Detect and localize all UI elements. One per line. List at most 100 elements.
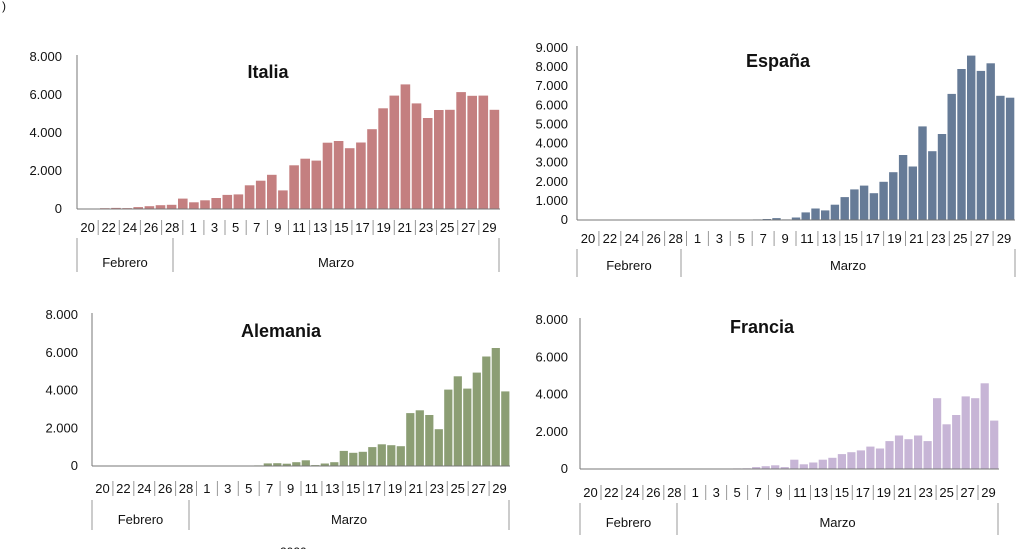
x-tick-label: 28: [667, 485, 681, 500]
y-tick-label: 2.000: [535, 174, 568, 189]
x-tick-label: 3: [713, 485, 720, 500]
bar: [942, 424, 951, 469]
bar: [894, 435, 904, 469]
bar: [233, 194, 244, 209]
x-tick-label: 20: [583, 485, 597, 500]
bar: [111, 207, 121, 209]
x-tick-label: 26: [646, 485, 660, 500]
x-tick-label: 5: [733, 485, 740, 500]
bar: [837, 454, 846, 469]
month-label-marzo: Marzo: [318, 255, 354, 270]
y-tick-label: 2.000: [29, 163, 62, 178]
bar: [178, 198, 188, 209]
x-tick-label: 13: [814, 485, 828, 500]
x-tick-label: 24: [625, 231, 639, 246]
x-tick-label: 17: [856, 485, 870, 500]
x-tick-label: 23: [918, 485, 932, 500]
x-tick-label: 25: [953, 231, 967, 246]
x-tick-label: 3: [716, 231, 723, 246]
x-tick-label: 17: [367, 481, 381, 496]
bar: [445, 109, 455, 209]
bar: [463, 388, 472, 466]
bottom-fragment: 2020: [280, 545, 307, 549]
bar: [933, 398, 942, 469]
top-fragment: ): [2, 0, 6, 13]
bar: [333, 141, 344, 209]
x-tick-label: 27: [461, 220, 475, 235]
bar: [200, 200, 210, 209]
bar: [879, 181, 888, 220]
bar: [263, 463, 272, 466]
bar: [368, 447, 377, 466]
x-tick-label: 24: [625, 485, 639, 500]
bar: [322, 142, 333, 209]
bar: [847, 452, 856, 469]
bar: [914, 435, 923, 469]
y-tick-label: 5.000: [535, 116, 568, 131]
bar: [840, 197, 849, 220]
bar: [801, 212, 810, 220]
chart-title: España: [746, 51, 811, 71]
bar: [400, 84, 411, 209]
month-label-marzo: Marzo: [819, 515, 855, 530]
x-tick-label: 17: [865, 231, 879, 246]
month-label-febrero: Febrero: [606, 258, 652, 273]
bar: [869, 193, 879, 220]
bar: [425, 415, 434, 466]
x-tick-label: 3: [211, 220, 218, 235]
y-tick-label: 2.000: [535, 424, 568, 439]
x-tick-label: 25: [440, 220, 454, 235]
x-tick-label: 26: [646, 231, 660, 246]
bar: [415, 410, 424, 466]
y-tick-label: 4.000: [535, 136, 568, 151]
bar: [222, 194, 233, 209]
bar: [830, 204, 840, 220]
bar: [980, 383, 989, 469]
x-tick-label: 11: [800, 231, 814, 246]
bar: [453, 376, 462, 466]
x-tick-label: 13: [313, 220, 327, 235]
bar: [349, 452, 358, 466]
bar: [489, 109, 500, 209]
x-tick-label: 24: [123, 220, 137, 235]
bar: [444, 389, 453, 466]
bar: [976, 70, 986, 221]
bar: [301, 460, 310, 466]
x-tick-label: 21: [409, 481, 423, 496]
x-tick-label: 20: [95, 481, 109, 496]
x-tick-label: 23: [430, 481, 444, 496]
x-tick-label: 20: [80, 220, 94, 235]
y-tick-label: 6.000: [29, 87, 62, 102]
bar: [339, 450, 348, 466]
x-tick-label: 11: [292, 220, 306, 235]
bar: [790, 459, 799, 469]
x-tick-label: 29: [981, 485, 995, 500]
x-tick-label: 27: [471, 481, 485, 496]
x-tick-label: 1: [692, 485, 699, 500]
bar: [211, 198, 221, 209]
x-tick-label: 11: [793, 485, 807, 500]
bar: [320, 463, 329, 466]
chart-espana: 0 1.000 2.000 3.000 4.000 5.000 6.000 7.000 8.00…: [535, 40, 1016, 277]
bar: [1005, 97, 1015, 220]
bar: [866, 446, 875, 469]
y-tick-label: 0: [561, 461, 568, 476]
chart-title: Italia: [247, 62, 289, 82]
bar: [378, 108, 388, 209]
bar: [761, 466, 770, 469]
x-tick-label: 26: [144, 220, 158, 235]
y-tick-label: 9.000: [535, 40, 568, 55]
x-tick-label: 7: [760, 231, 767, 246]
bar: [818, 459, 827, 469]
bar: [821, 210, 830, 220]
bar: [344, 148, 355, 209]
x-tick-label: 11: [305, 481, 319, 496]
x-tick-label: 21: [897, 485, 911, 500]
x-tick-label: 25: [450, 481, 464, 496]
x-tick-label: 29: [997, 231, 1011, 246]
bar: [961, 396, 970, 469]
bar: [772, 218, 781, 220]
x-tick-label: 27: [975, 231, 989, 246]
